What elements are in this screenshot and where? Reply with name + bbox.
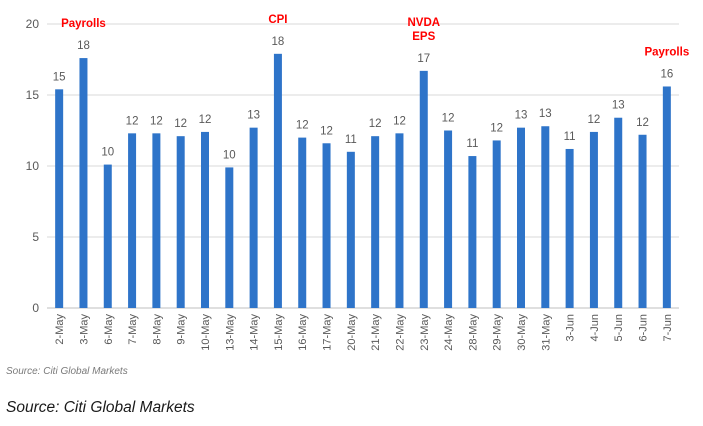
data-label: 12 [636, 117, 649, 129]
data-label: 12 [442, 113, 455, 125]
data-label: 13 [539, 108, 552, 120]
event-annotation: EPS [412, 31, 435, 43]
data-label: 12 [588, 114, 601, 126]
y-tick-label: 0 [32, 301, 39, 315]
bar [103, 164, 112, 308]
x-tick-label: 2-May [54, 314, 66, 345]
bar [249, 127, 258, 308]
x-tick-label: 8-May [151, 314, 163, 345]
x-tick-label: 22-May [394, 314, 406, 351]
bar [468, 156, 477, 308]
chart-source-note: Source: Citi Global Markets [6, 366, 128, 377]
x-tick-label: 4-Jun [589, 314, 601, 342]
bar [419, 70, 428, 308]
data-label: 11 [466, 138, 478, 150]
y-tick-label: 10 [26, 159, 40, 173]
data-label: 10 [223, 149, 236, 161]
data-label: 12 [490, 122, 503, 134]
x-tick-label: 9-May [176, 314, 188, 345]
data-label: 12 [393, 115, 406, 127]
bar [273, 53, 282, 308]
event-annotation: CPI [268, 14, 287, 26]
data-label: 12 [174, 118, 187, 130]
x-tick-label: 5-Jun [613, 314, 625, 342]
x-tick-label: 6-Jun [638, 314, 650, 342]
x-tick-label: 17-May [322, 314, 334, 351]
bar [371, 136, 380, 308]
data-label: 11 [345, 134, 357, 146]
bar [638, 134, 647, 308]
event-annotation: Payrolls [61, 18, 106, 30]
bar [322, 143, 331, 308]
x-tick-label: 20-May [346, 314, 358, 351]
data-label: 10 [101, 147, 114, 159]
x-tick-label: 16-May [297, 314, 309, 351]
data-label: 12 [126, 115, 139, 127]
bar [201, 131, 209, 308]
bar [541, 126, 550, 309]
x-tick-label: 28-May [467, 314, 479, 351]
bar [565, 148, 574, 308]
data-label: 13 [612, 100, 625, 112]
event-annotation: Payrolls [644, 46, 689, 58]
x-tick-label: 14-May [249, 314, 261, 351]
x-tick-label: 13-May [224, 314, 236, 351]
bar [176, 136, 185, 308]
x-tick-label: 7-Jun [662, 314, 674, 342]
bar [79, 58, 88, 308]
source-caption: Source: Citi Global Markets [6, 399, 195, 416]
data-label: 13 [247, 110, 260, 122]
x-tick-label: 3-Jun [565, 314, 577, 342]
data-label: 18 [77, 40, 90, 52]
x-tick-label: 23-May [419, 314, 431, 351]
bar [444, 130, 453, 308]
x-tick-label: 24-May [443, 314, 455, 351]
data-label: 12 [369, 118, 382, 130]
bar [298, 137, 307, 308]
x-tick-label: 30-May [516, 314, 528, 351]
x-tick-label: 7-May [127, 314, 139, 345]
data-label: 12 [199, 114, 212, 126]
y-tick-label: 20 [26, 17, 40, 31]
x-tick-label: 3-May [78, 314, 90, 345]
data-label: 17 [417, 53, 430, 65]
x-tick-label: 31-May [540, 314, 552, 351]
event-annotation: NVDA [407, 17, 440, 29]
data-label: 12 [150, 115, 163, 127]
bar [589, 131, 598, 308]
bar [614, 117, 623, 308]
y-tick-label: 15 [26, 88, 40, 102]
bar [128, 133, 137, 308]
data-label: 11 [564, 131, 576, 143]
bar [492, 140, 501, 308]
data-label: 12 [296, 120, 309, 132]
bar [662, 86, 671, 308]
bar [517, 127, 525, 308]
x-tick-label: 10-May [200, 314, 212, 351]
x-tick-label: 21-May [370, 314, 382, 351]
bar [395, 133, 404, 308]
x-tick-label: 15-May [273, 314, 285, 351]
x-tick-label: 6-May [103, 314, 115, 345]
data-label: 15 [53, 71, 66, 83]
bar [55, 89, 64, 308]
data-label: 12 [320, 125, 333, 137]
data-label: 13 [515, 110, 528, 122]
bar [225, 167, 234, 308]
data-label: 18 [272, 36, 285, 48]
y-tick-label: 5 [32, 230, 39, 244]
data-label: 16 [660, 68, 673, 80]
bar [152, 133, 161, 308]
x-tick-label: 29-May [492, 314, 504, 351]
bar [346, 151, 355, 308]
